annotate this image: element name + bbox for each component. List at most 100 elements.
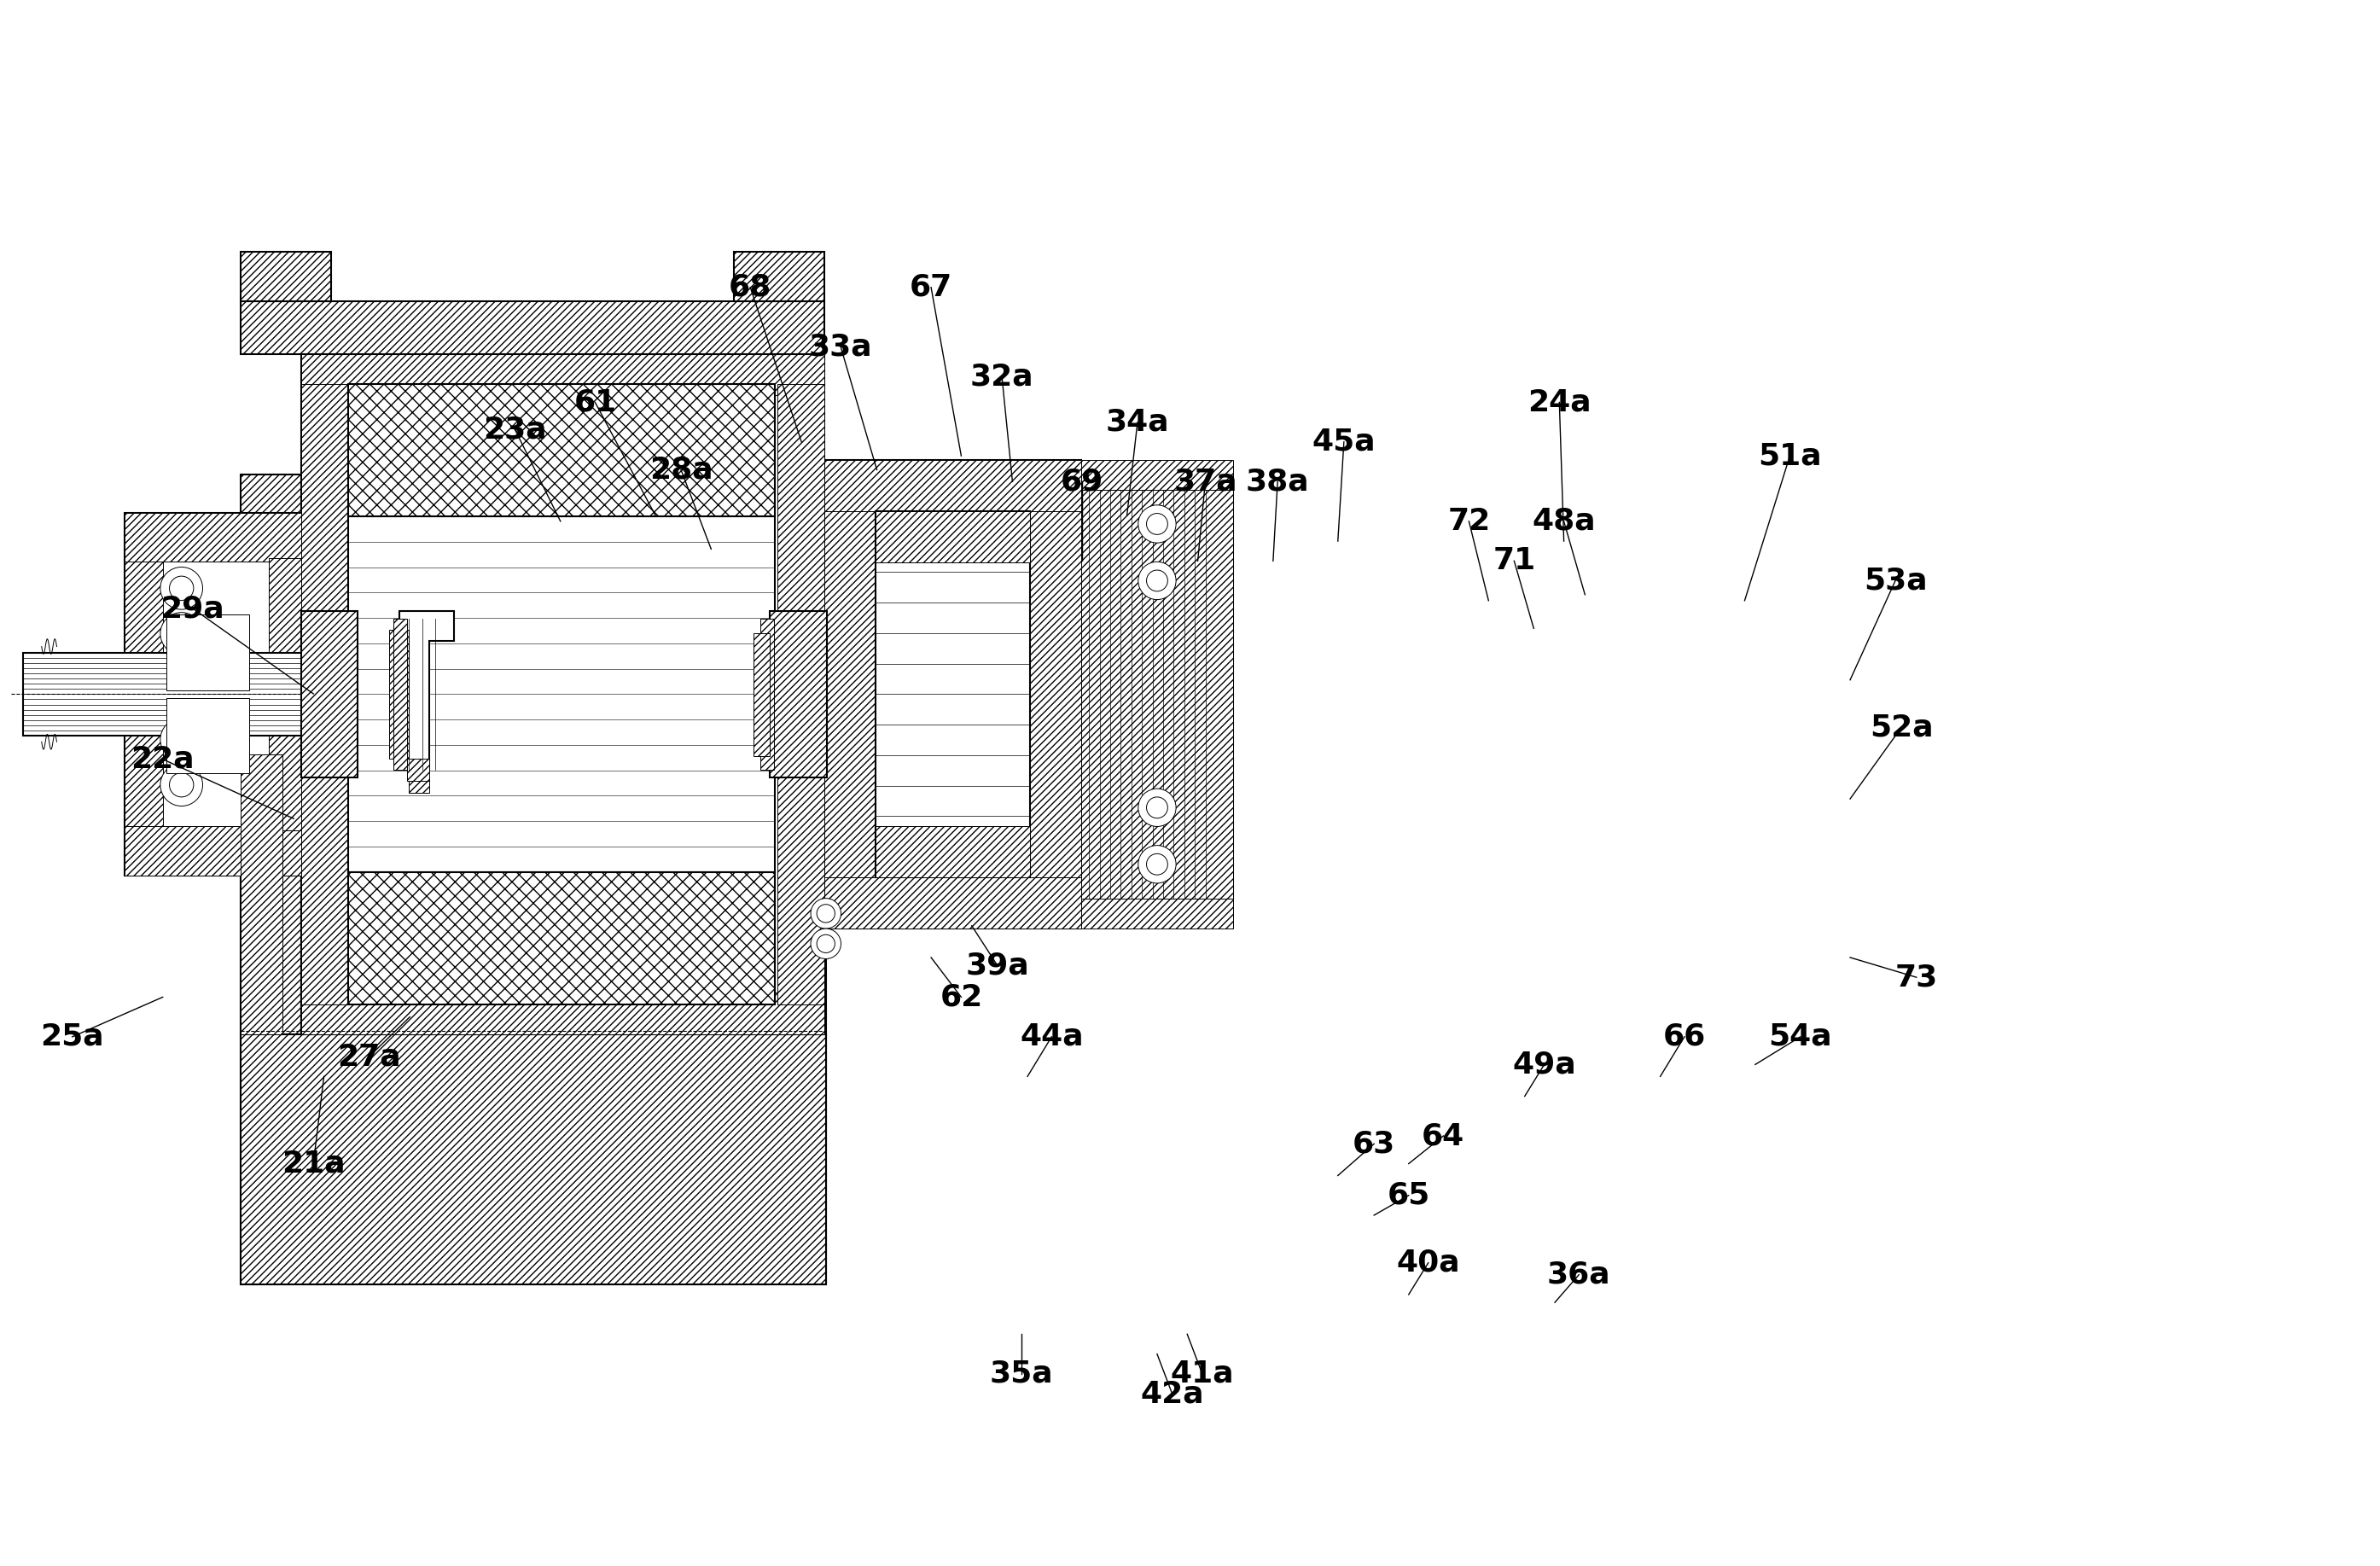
Circle shape [1138,506,1176,543]
Bar [300,611,357,777]
Bar [269,557,302,830]
Text: 63: 63 [1352,1129,1395,1159]
Circle shape [816,905,835,922]
Bar [876,825,1031,877]
Bar [1031,460,1081,929]
Text: 68: 68 [728,272,771,302]
Circle shape [1147,797,1169,817]
Text: 44a: 44a [1019,1023,1083,1051]
Text: 54a: 54a [1768,1023,1833,1051]
Bar [240,755,300,1035]
Bar [167,615,250,691]
Text: 21a: 21a [281,1149,345,1178]
Circle shape [159,612,202,655]
Text: 35a: 35a [990,1359,1054,1389]
Circle shape [1138,789,1176,827]
Text: 73: 73 [1894,963,1937,991]
Bar [240,755,283,1035]
Bar [823,877,1081,929]
Text: 37a: 37a [1173,467,1238,496]
Bar [876,511,1031,877]
Text: 29a: 29a [162,594,224,623]
Circle shape [169,772,193,797]
Text: 23a: 23a [483,415,547,445]
Bar [300,354,823,395]
Bar [1081,490,1233,899]
Text: 69: 69 [1059,467,1104,496]
Bar [769,611,826,777]
Bar [167,698,250,774]
Text: 61: 61 [574,388,616,417]
Text: 36a: 36a [1547,1261,1611,1289]
Text: 71: 71 [1492,547,1535,575]
Circle shape [812,929,840,958]
Text: 40a: 40a [1397,1248,1459,1278]
Bar [240,301,823,354]
Text: 64: 64 [1421,1121,1464,1151]
Bar [778,384,823,1004]
Text: 34a: 34a [1107,407,1169,437]
Text: 66: 66 [1664,1023,1706,1051]
Bar [240,1035,826,1284]
Bar [388,630,409,758]
Circle shape [159,567,202,609]
Bar [823,460,1081,929]
Bar [347,384,776,517]
Text: 41a: 41a [1171,1359,1235,1389]
Bar [347,517,776,872]
Bar [347,872,776,1004]
Bar [124,512,307,875]
Bar [124,512,162,875]
Text: 65: 65 [1388,1181,1430,1211]
Bar [300,354,823,1035]
Circle shape [812,899,840,929]
Circle shape [1147,570,1169,592]
Bar [823,460,1081,511]
Bar [124,512,307,562]
Text: 42a: 42a [1140,1380,1204,1408]
Bar [300,993,823,1035]
Bar [1081,460,1233,490]
Text: 62: 62 [940,982,983,1012]
Text: 49a: 49a [1511,1051,1576,1079]
Text: 24a: 24a [1528,388,1592,417]
Circle shape [169,576,193,600]
Text: 53a: 53a [1864,567,1928,595]
Circle shape [1147,514,1169,534]
Bar [407,758,428,781]
Circle shape [1147,853,1169,875]
Circle shape [159,719,202,761]
Text: 33a: 33a [809,332,873,362]
Bar [24,653,914,736]
Bar [733,252,823,301]
Bar [876,511,1031,562]
Text: 27a: 27a [338,1041,400,1071]
Text: 51a: 51a [1759,442,1821,470]
Bar [766,528,826,1035]
Text: 25a: 25a [40,1023,105,1051]
Bar [124,827,307,875]
Polygon shape [400,611,455,770]
Bar [647,474,823,528]
Circle shape [159,764,202,806]
Text: 38a: 38a [1245,467,1309,496]
Bar [823,460,876,929]
Polygon shape [240,755,826,1284]
Bar [300,384,347,1004]
Text: 67: 67 [909,272,952,302]
Text: 28a: 28a [650,456,714,484]
Circle shape [816,935,835,952]
Circle shape [169,622,193,645]
Circle shape [1138,562,1176,600]
Text: 39a: 39a [966,951,1028,980]
Bar [240,528,823,581]
Bar [759,619,774,770]
Bar [752,634,769,756]
Bar [300,543,726,1035]
Circle shape [169,728,193,752]
Bar [240,252,331,301]
Text: 48a: 48a [1533,507,1595,536]
Bar [1081,899,1233,929]
Bar [409,777,428,792]
Bar [347,872,776,1004]
